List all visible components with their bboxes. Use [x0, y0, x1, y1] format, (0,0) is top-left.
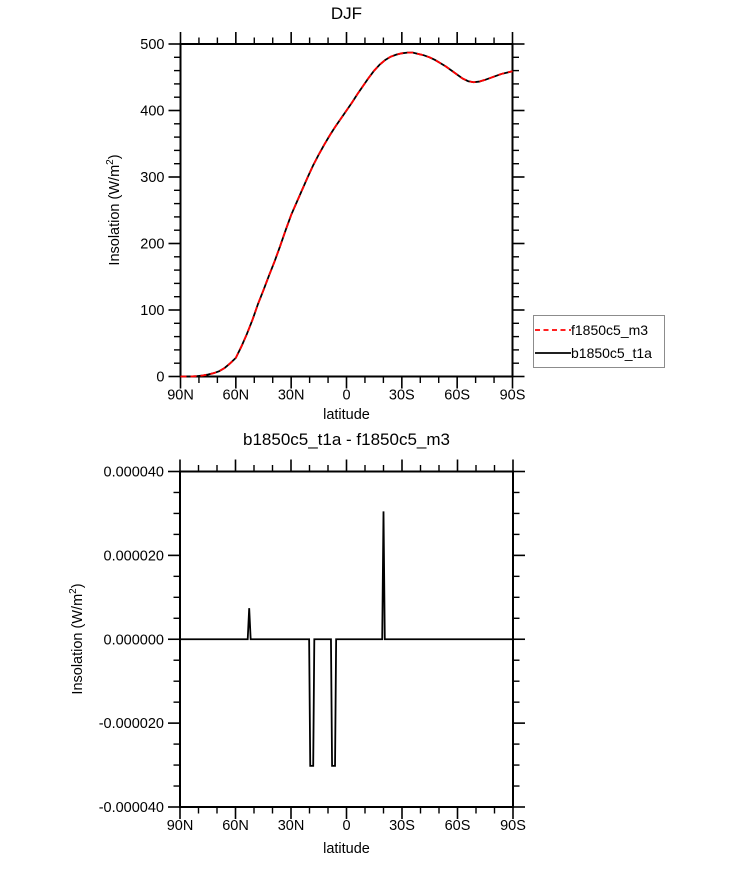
legend-box: f1850c5_m3 b1850c5_t1a — [533, 315, 665, 368]
legend-label-f1850c5-m3: f1850c5_m3 — [571, 321, 649, 338]
plot-frame — [179, 43, 514, 378]
y-tick-label: 200 — [140, 237, 164, 253]
bottom-x-axis-label: latitude — [323, 841, 370, 857]
top-chart-title: DJF — [330, 4, 363, 23]
x-tick-label: 90S — [500, 818, 526, 834]
legend-solid-line-icon — [535, 352, 571, 355]
series-line-f1850c5_m3 — [180, 51, 513, 378]
y-tick-label: 0.000040 — [104, 465, 164, 481]
legend-entry-f1850c5-m3: f1850c5_m3 — [534, 319, 664, 341]
legend-entry-b1850c5-t1a: b1850c5_t1a — [534, 342, 664, 364]
x-tick-label: 30N — [278, 818, 305, 834]
bottom-y-axis-label: Insolation (W/m2) — [68, 583, 86, 694]
y-tick-label: 100 — [140, 303, 164, 319]
y-tick-label: -0.000040 — [99, 800, 164, 816]
y-tick-label: 0 — [156, 370, 164, 386]
bottom-y-axis-label-close: ) — [69, 583, 86, 589]
x-tick-label: 60N — [223, 388, 250, 404]
top-y-axis-label-close: ) — [106, 154, 123, 160]
y-tick-label: 0.000020 — [104, 548, 164, 564]
y-tick-label: 500 — [140, 37, 164, 53]
x-tick-label: 30S — [389, 818, 415, 834]
x-tick-label: 30S — [389, 388, 415, 404]
legend-label-b1850c5-t1a: b1850c5_t1a — [571, 345, 652, 362]
bottom-y-axis-label-main: Insolation (W/m — [69, 593, 86, 695]
series-line-b1850c5_t1a — [180, 51, 513, 378]
x-tick-label: 90S — [500, 388, 526, 404]
x-tick-label: 60N — [222, 818, 249, 834]
legend-dashed-line-icon — [535, 328, 571, 331]
y-tick-label: -0.000020 — [99, 716, 164, 732]
x-tick-label: 90N — [167, 388, 194, 404]
x-tick-label: 60S — [444, 388, 470, 404]
bottom-y-axis-label-sup: 2 — [68, 588, 80, 594]
top-y-axis-label-main: Insolation (W/m — [106, 164, 123, 266]
y-tick-label: 0.000000 — [104, 632, 164, 648]
x-tick-label: 30N — [278, 388, 305, 404]
top-y-axis-label-sup: 2 — [105, 159, 117, 165]
x-tick-label: 60S — [445, 818, 471, 834]
x-tick-label: 0 — [342, 818, 350, 834]
x-tick-label: 90N — [167, 818, 194, 834]
y-tick-label: 400 — [140, 104, 164, 120]
series-line-difference — [180, 511, 513, 767]
top-y-axis-label: Insolation (W/m2) — [105, 154, 123, 265]
y-tick-label: 300 — [140, 170, 164, 186]
x-tick-label: 0 — [342, 388, 350, 404]
bottom-chart-title: b1850c5_t1a - f1850c5_m3 — [243, 430, 450, 449]
top-x-axis-label: latitude — [323, 407, 370, 423]
